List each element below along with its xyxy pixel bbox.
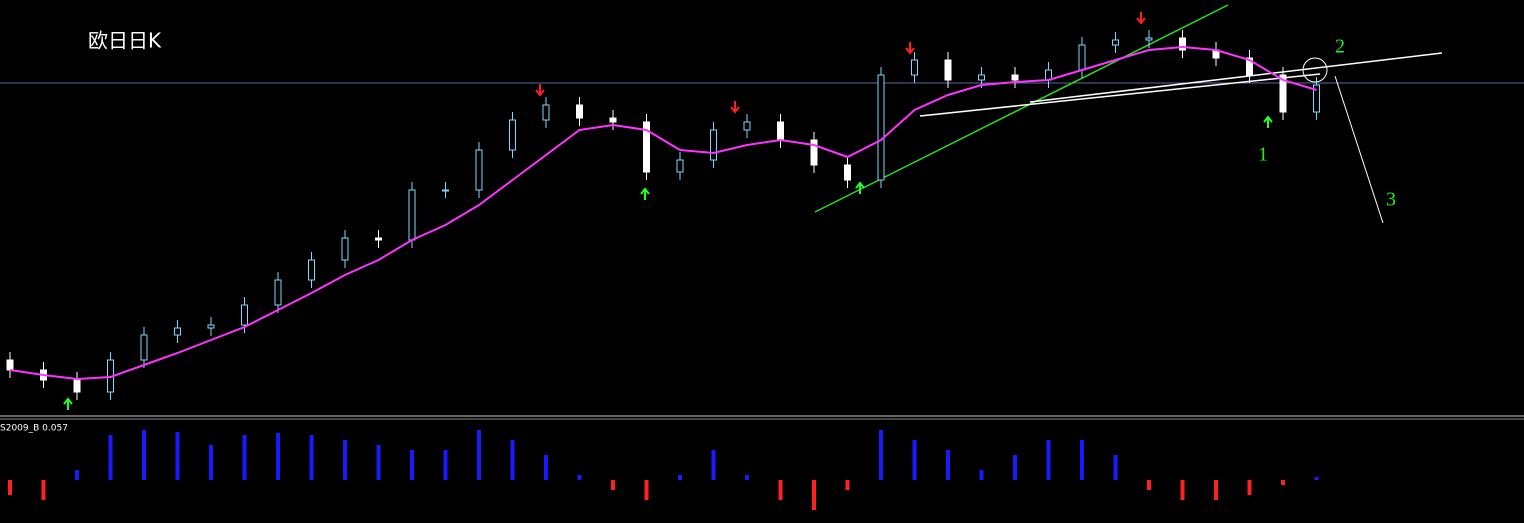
histogram-bar: [1046, 440, 1051, 480]
indicator-label: S2009_B 0.057: [0, 424, 68, 434]
histogram-bar: [1013, 455, 1017, 480]
candle-body: [509, 119, 516, 151]
histogram-bar: [912, 440, 917, 480]
candle-body: [877, 74, 885, 181]
histogram-bar: [611, 480, 615, 490]
histogram-bar: [309, 435, 314, 480]
trend-line: [814, 4, 1229, 213]
sell-arrow: [535, 84, 545, 97]
histogram-bar: [276, 433, 280, 480]
histogram-bar: [443, 450, 448, 480]
histogram-bar: [1180, 480, 1185, 500]
candle-body: [1112, 39, 1119, 46]
histogram-bar: [1214, 480, 1218, 500]
buy-arrow: [1263, 115, 1273, 128]
candle-body: [207, 324, 215, 329]
annotation: 3: [1386, 189, 1396, 211]
sell-arrow: [730, 101, 740, 114]
candle-body: [1011, 74, 1019, 81]
histogram-bar: [477, 430, 481, 480]
candle-body: [844, 164, 851, 181]
histogram-bar: [142, 430, 146, 480]
histogram-bar: [343, 440, 347, 480]
histogram-bar: [1147, 480, 1151, 490]
trend-line: [1029, 52, 1443, 103]
histogram-bar: [8, 480, 12, 495]
histogram-bar: [745, 475, 749, 480]
histogram-bar: [778, 480, 783, 500]
candle-body: [978, 74, 985, 81]
histogram-bar: [1247, 480, 1252, 495]
candle-body: [810, 139, 818, 166]
histogram-bar: [75, 470, 79, 480]
highlight-circle: [1302, 57, 1328, 83]
candle-body: [375, 237, 382, 241]
candle-body: [1078, 44, 1086, 71]
buy-arrow: [855, 181, 865, 194]
candle-body: [174, 327, 181, 336]
chart-title: 欧日日K: [88, 29, 162, 53]
candle-body: [911, 59, 918, 76]
candle-body: [1313, 84, 1320, 113]
histogram-bar: [879, 430, 883, 480]
candle-body: [576, 104, 583, 119]
histogram-bar: [812, 480, 816, 510]
signal-arrows: [63, 12, 1273, 410]
candle-body: [241, 304, 248, 326]
histogram-bar: [108, 435, 113, 480]
moving-average: [9, 45, 1317, 381]
annotation: 1: [1258, 144, 1268, 166]
histogram-bar: [1314, 477, 1319, 480]
candle-body: [777, 121, 784, 141]
candle-body: [676, 159, 684, 173]
sell-arrow: [905, 42, 915, 55]
candle-body: [73, 379, 81, 393]
trend-line: [919, 73, 1321, 117]
histogram-bar: [845, 480, 850, 490]
candle-body: [140, 334, 148, 361]
candle-body: [308, 259, 315, 281]
candle-body: [341, 237, 349, 261]
candle-body: [643, 121, 650, 173]
candle-body: [442, 189, 449, 192]
histogram-bar: [175, 432, 180, 480]
candle-body: [1179, 37, 1186, 51]
histogram-bar: [242, 435, 247, 480]
histogram-bar: [510, 440, 515, 480]
histogram-bar: [577, 475, 582, 480]
histogram-bar: [946, 450, 950, 480]
candle-body: [1145, 37, 1153, 41]
candle-body: [743, 121, 751, 131]
histogram-bar: [678, 475, 682, 480]
candle-body: [408, 189, 416, 241]
candle-body: [1246, 57, 1253, 76]
candle-body: [475, 149, 483, 191]
candle-body: [1279, 74, 1287, 113]
trend-line: [1334, 75, 1384, 224]
candle-body: [944, 59, 952, 81]
buy-arrow: [63, 397, 73, 410]
histogram-bar: [410, 450, 414, 480]
candle-body: [542, 104, 550, 121]
histogram-bar: [209, 445, 213, 480]
candle-body: [6, 359, 14, 371]
histogram-bar: [644, 480, 649, 500]
candle-body: [609, 117, 617, 123]
histogram-bar: [1080, 440, 1084, 480]
candle-body: [274, 279, 282, 306]
annotation: 2: [1335, 36, 1345, 58]
histogram-bar: [979, 470, 984, 480]
buy-arrow: [640, 187, 650, 200]
histogram-bar: [41, 480, 46, 500]
candle-body: [710, 129, 717, 161]
histogram-bar: [1113, 455, 1118, 480]
histogram-bar: [544, 455, 548, 480]
sell-arrow: [1136, 12, 1146, 25]
histogram-bar: [711, 450, 716, 480]
histogram-bar: [376, 445, 381, 480]
histogram-bar: [1281, 480, 1285, 485]
